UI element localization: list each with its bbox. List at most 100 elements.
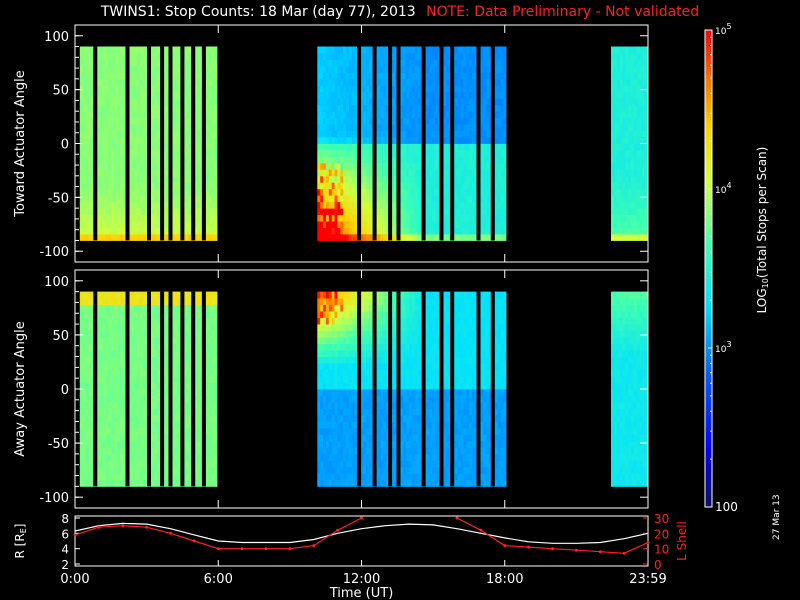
- away-heat-cell: [79, 330, 84, 338]
- away-heat-cell: [182, 395, 187, 403]
- away-heat-cell: [97, 389, 101, 396]
- toward-heat-cell: [463, 201, 467, 209]
- toward-heat-cell: [188, 117, 192, 125]
- toward-heat-cell: [616, 169, 620, 177]
- toward-heat-cell: [625, 195, 629, 203]
- toward-heat-cell: [636, 143, 641, 151]
- toward-heat-cell: [472, 98, 476, 106]
- away-heat-cell: [82, 453, 86, 461]
- toward-heat-cell: [337, 175, 341, 183]
- away-heat-cell: [99, 440, 104, 448]
- toward-heat-cell: [343, 46, 347, 54]
- toward-heat-cell: [82, 78, 86, 86]
- toward-heat-cell: [99, 65, 104, 73]
- away-heat-cell: [122, 466, 127, 474]
- toward-heat-cell: [320, 124, 324, 131]
- toward-heat-cell: [346, 214, 350, 222]
- toward-heat-cell: [122, 221, 127, 228]
- toward-heat-cell: [119, 156, 124, 164]
- toward-heat-cell: [177, 124, 181, 131]
- away-heat-cell: [139, 402, 144, 409]
- toward-heat-cell: [645, 65, 649, 73]
- toward-heat-cell: [97, 208, 101, 215]
- toward-heat-cell: [188, 208, 192, 215]
- toward-heat-cell: [323, 208, 327, 215]
- toward-heat-cell: [503, 162, 507, 170]
- toward-heat-cell: [480, 72, 484, 80]
- toward-heat-cell: [616, 98, 620, 106]
- toward-heat-cell: [131, 137, 135, 144]
- toward-heat-cell: [400, 78, 404, 86]
- toward-heat-cell: [460, 227, 464, 235]
- toward-heat-cell: [197, 59, 201, 67]
- toward-heat-cell: [162, 65, 167, 73]
- away-heat-cell: [105, 376, 109, 383]
- toward-heat-cell: [211, 201, 215, 209]
- toward-heat-cell: [360, 227, 364, 235]
- toward-heat-cell: [208, 208, 212, 215]
- away-heat-cell: [137, 434, 141, 442]
- toward-heat-cell: [414, 188, 418, 196]
- toward-heat-cell: [394, 150, 398, 157]
- away-heat-cell: [137, 440, 141, 448]
- toward-heat-cell: [165, 150, 169, 157]
- toward-heat-cell: [386, 150, 390, 157]
- toward-heat-cell: [633, 214, 638, 222]
- toward-heat-cell: [334, 227, 338, 235]
- toward-heat-cell: [331, 85, 335, 93]
- toward-heat-cell: [613, 98, 618, 106]
- toward-heat-cell: [185, 156, 190, 164]
- toward-heat-cell: [334, 201, 338, 209]
- toward-heat-cell: [394, 111, 398, 119]
- away-heat-cell: [165, 298, 169, 305]
- toward-heat-cell: [134, 182, 138, 190]
- toward-heat-cell: [122, 85, 127, 93]
- toward-heat-cell: [108, 162, 112, 170]
- toward-heat-cell: [628, 124, 632, 131]
- toward-heat-cell: [497, 117, 502, 125]
- toward-heat-cell: [628, 214, 632, 222]
- toward-heat-cell: [639, 124, 643, 131]
- toward-heat-cell: [102, 188, 106, 196]
- toward-heat-cell: [377, 72, 381, 80]
- away-heat-cell: [97, 427, 101, 435]
- toward-heat-cell: [360, 150, 364, 157]
- toward-heat-cell: [411, 143, 416, 151]
- toward-heat-cell: [406, 201, 410, 209]
- toward-heat-cell: [380, 53, 384, 60]
- away-heat-cell: [102, 395, 106, 403]
- toward-heat-cell: [102, 156, 106, 164]
- away-heat-cell: [85, 324, 89, 331]
- toward-heat-cell: [137, 124, 141, 131]
- toward-heat-cell: [185, 85, 190, 93]
- away-heat-cell: [117, 479, 121, 487]
- away-heat-cell: [131, 427, 135, 435]
- toward-heat-cell: [633, 46, 638, 54]
- away-heat-cell: [154, 298, 158, 305]
- toward-heat-cell: [105, 85, 109, 93]
- away-heat-cell: [99, 382, 104, 390]
- toward-heat-cell: [619, 137, 623, 144]
- toward-heat-cell: [114, 53, 118, 60]
- toward-heat-cell: [486, 124, 490, 131]
- away-heat-cell: [154, 479, 158, 487]
- toward-heat-cell: [406, 130, 410, 138]
- toward-heat-cell: [328, 214, 333, 222]
- toward-heat-cell: [386, 169, 390, 177]
- toward-heat-cell: [325, 227, 330, 235]
- away-heat-cell: [117, 304, 121, 312]
- away-heat-cell: [174, 356, 178, 364]
- toward-heat-cell: [639, 91, 643, 99]
- away-heat-cell: [185, 376, 190, 383]
- toward-heat-cell: [383, 221, 387, 228]
- toward-heat-cell: [194, 124, 198, 131]
- away-heat-cell: [182, 473, 187, 481]
- toward-heat-cell: [182, 150, 187, 157]
- toward-heat-cell: [331, 169, 335, 177]
- away-heat-cell: [177, 434, 181, 442]
- toward-heat-cell: [406, 169, 410, 177]
- toward-heat-cell: [403, 130, 407, 138]
- toward-heat-cell: [480, 111, 484, 119]
- toward-heat-cell: [174, 175, 178, 183]
- toward-heat-cell: [446, 104, 450, 112]
